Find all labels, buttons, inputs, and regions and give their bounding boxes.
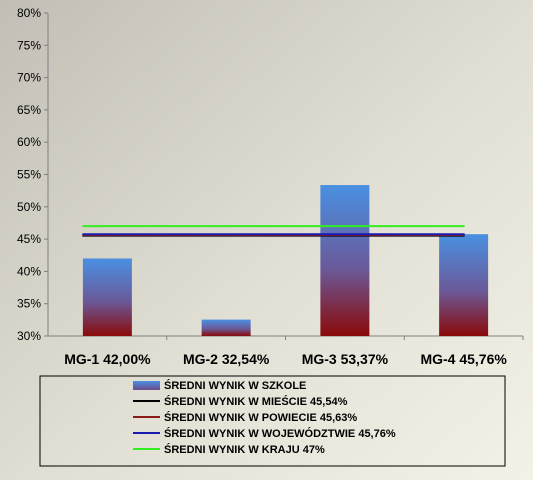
- legend: ŚREDNI WYNIK W SZKOLE ŚREDNI WYNIK W MIEŚ…: [39, 375, 506, 467]
- legend-box: [39, 375, 506, 467]
- legend-entry-label: ŚREDNI WYNIK W MIEŚCIE 45,54%: [164, 395, 348, 408]
- bar: [320, 185, 370, 336]
- y-tick-label: 35%: [17, 297, 41, 311]
- bar: [82, 258, 132, 336]
- y-tick-label: 60%: [17, 135, 41, 149]
- y-tick-label: 70%: [17, 71, 41, 85]
- legend-entry-label: ŚREDNI WYNIK W SZKOLE: [164, 379, 306, 392]
- x-category-label: MG-1 42,00%: [64, 351, 151, 367]
- y-tick-label: 80%: [17, 6, 41, 20]
- x-category-label: MG-4 45,76%: [420, 351, 507, 367]
- bar: [439, 234, 489, 336]
- x-category-label: MG-3 53,37%: [302, 351, 389, 367]
- y-tick-label: 30%: [17, 329, 41, 343]
- legend-entry-label: ŚREDNI WYNIK W KRAJU 47%: [164, 443, 325, 456]
- y-tick-label: 45%: [17, 232, 41, 246]
- y-tick-label: 55%: [17, 168, 41, 182]
- x-category-label: MG-2 32,54%: [183, 351, 270, 367]
- legend-entry-label: ŚREDNI WYNIK W WOJEWÓDZTWIE 45,76%: [164, 427, 396, 440]
- y-tick-label: 40%: [17, 264, 41, 278]
- y-tick-label: 50%: [17, 200, 41, 214]
- legend-swatch: [133, 381, 160, 390]
- y-tick-label: 65%: [17, 103, 41, 117]
- y-tick-label: 75%: [17, 38, 41, 52]
- bar: [201, 319, 251, 336]
- plot-area: 30% 35% 40% 45% 50% 55% 60% 65% 70% 75% 80% MG-1 42…: [17, 6, 524, 367]
- legend-entry-label: ŚREDNI WYNIK W POWIECIE 45,63%: [164, 411, 357, 424]
